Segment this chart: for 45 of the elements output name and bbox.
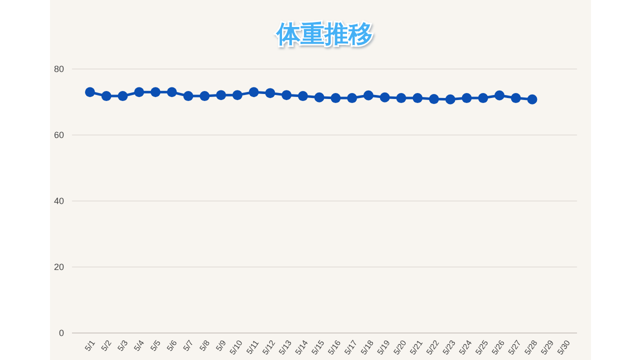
point xyxy=(527,94,538,104)
point xyxy=(298,91,308,102)
x-tick-label: 5/4 xyxy=(132,338,146,353)
point xyxy=(248,87,259,98)
point xyxy=(85,87,95,98)
point xyxy=(478,93,488,104)
point xyxy=(118,91,128,102)
point xyxy=(445,94,456,104)
point xyxy=(134,87,144,98)
point xyxy=(282,90,292,100)
point xyxy=(183,91,194,102)
point xyxy=(412,93,423,104)
point xyxy=(200,91,210,102)
y-tick-label: 20 xyxy=(54,262,64,272)
x-tick-label: 5/5 xyxy=(148,338,163,353)
point xyxy=(494,90,504,100)
point xyxy=(314,92,324,102)
point xyxy=(462,93,472,104)
x-tick-label: 5/2 xyxy=(100,338,114,353)
point xyxy=(166,87,177,98)
point xyxy=(510,93,521,104)
x-tick-label: 5/9 xyxy=(214,338,228,353)
x-tick-label: 5/3 xyxy=(116,338,130,353)
point xyxy=(216,90,226,100)
point xyxy=(330,93,341,104)
point xyxy=(150,87,161,98)
point xyxy=(101,91,112,102)
y-tick-label: 40 xyxy=(54,196,64,206)
x-tick-label: 5/6 xyxy=(165,338,180,353)
point xyxy=(396,93,406,104)
y-tick-label: 60 xyxy=(54,130,64,140)
x-tick-label: 5/1 xyxy=(83,338,98,353)
x-tick-label: 5/11 xyxy=(244,338,262,356)
point xyxy=(347,93,358,104)
point xyxy=(265,88,276,98)
y-tick-label: 80 xyxy=(54,64,64,74)
y-tick-label: 0 xyxy=(58,328,64,338)
point xyxy=(428,94,439,104)
chart-title: 体重推移 xyxy=(276,20,372,48)
x-tick-label: 5/21 xyxy=(408,338,425,357)
point xyxy=(363,90,374,100)
point xyxy=(232,90,242,100)
point xyxy=(380,92,390,102)
x-tick-label: 5/8 xyxy=(198,338,212,353)
x-tick-label: 5/7 xyxy=(181,338,196,353)
